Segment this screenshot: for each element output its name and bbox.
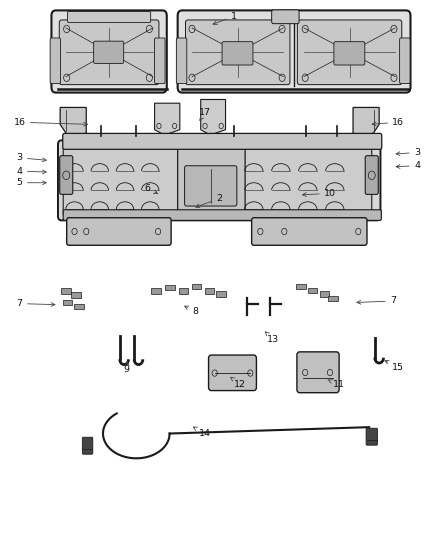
Bar [71,293,81,298]
FancyBboxPatch shape [50,38,60,84]
Bar [74,304,84,310]
FancyBboxPatch shape [297,352,339,393]
Text: 4: 4 [396,161,420,170]
FancyBboxPatch shape [67,12,151,22]
Text: 4: 4 [17,166,46,175]
FancyBboxPatch shape [51,11,167,93]
Text: 6: 6 [144,183,158,193]
FancyBboxPatch shape [155,38,165,84]
FancyBboxPatch shape [243,147,372,216]
Bar [296,284,306,289]
Bar [61,288,71,294]
Bar [320,292,329,297]
Bar [205,288,214,294]
Text: 11: 11 [328,379,345,389]
Text: 5: 5 [17,178,46,187]
Text: 8: 8 [185,306,198,316]
FancyBboxPatch shape [177,38,187,84]
FancyBboxPatch shape [60,156,73,195]
FancyBboxPatch shape [222,42,253,65]
Bar [328,296,338,301]
Text: 13: 13 [265,332,279,344]
Text: 10: 10 [303,189,336,198]
FancyBboxPatch shape [399,38,410,84]
FancyBboxPatch shape [178,144,245,217]
FancyBboxPatch shape [334,42,365,65]
Text: 1: 1 [213,12,237,25]
FancyBboxPatch shape [67,217,171,245]
Text: 3: 3 [17,154,46,163]
Bar [191,284,201,289]
FancyBboxPatch shape [252,217,367,245]
Polygon shape [155,103,180,135]
FancyBboxPatch shape [82,437,93,454]
FancyBboxPatch shape [185,166,237,206]
Bar [166,285,175,290]
Text: 2: 2 [196,194,222,208]
Text: 7: 7 [17,299,55,308]
FancyBboxPatch shape [63,133,382,149]
Bar [179,288,188,294]
Bar [216,292,226,297]
FancyBboxPatch shape [59,20,159,85]
Text: 16: 16 [372,118,404,127]
Text: 16: 16 [14,118,88,127]
FancyBboxPatch shape [58,140,381,220]
Bar [151,288,161,294]
FancyBboxPatch shape [178,11,410,93]
FancyBboxPatch shape [63,147,180,216]
FancyBboxPatch shape [272,10,299,23]
FancyBboxPatch shape [365,156,378,195]
Bar [63,300,72,305]
FancyBboxPatch shape [208,355,256,391]
Text: 17: 17 [199,108,211,120]
Text: 15: 15 [385,361,404,372]
Text: 14: 14 [193,427,211,438]
Text: 12: 12 [230,377,246,389]
Text: 7: 7 [357,296,396,305]
FancyBboxPatch shape [63,210,381,220]
FancyBboxPatch shape [185,20,290,85]
FancyBboxPatch shape [94,41,124,63]
Bar [308,288,318,293]
Polygon shape [201,100,226,135]
FancyBboxPatch shape [366,428,378,445]
Text: 9: 9 [124,362,130,374]
Polygon shape [60,108,86,138]
Polygon shape [353,108,379,138]
Text: 3: 3 [396,148,420,157]
FancyBboxPatch shape [297,20,402,85]
